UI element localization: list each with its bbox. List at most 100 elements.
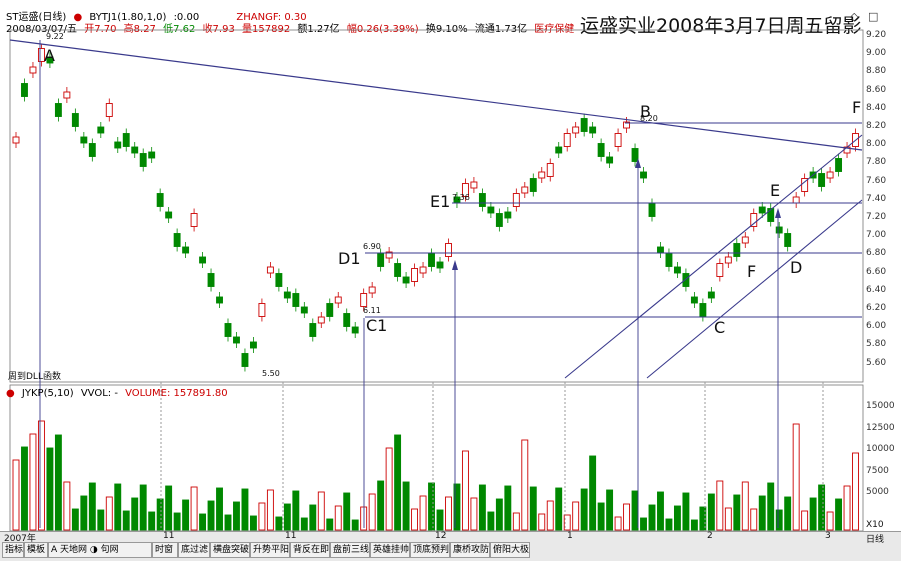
volume-bar	[351, 519, 359, 531]
candle-body	[733, 243, 741, 257]
volume-bar	[292, 490, 300, 531]
volume-bar	[640, 517, 647, 531]
template-tab[interactable]: 盘前三线	[330, 542, 370, 558]
volume-bar	[724, 507, 732, 531]
channel-lower-line	[646, 199, 863, 379]
template-tab[interactable]: 背反在即	[290, 542, 330, 558]
template-tab[interactable]: 顶底预判	[410, 542, 450, 558]
volume-bar	[843, 485, 851, 531]
volume-bar	[546, 500, 554, 531]
volume-bar	[631, 490, 639, 531]
volume-bar	[453, 483, 461, 531]
volume-bar	[12, 459, 20, 531]
expand-icon[interactable]: □	[867, 10, 879, 23]
candle-body	[690, 296, 698, 304]
candle-body	[80, 136, 88, 144]
volume-bar	[809, 497, 817, 531]
volume-bar	[835, 498, 843, 531]
volume-bar	[21, 446, 28, 531]
quote-high: 高8.27	[123, 24, 156, 35]
candle-body	[224, 323, 232, 337]
volume-bar	[46, 447, 54, 531]
price-tick: 7.40	[866, 193, 887, 204]
template-tab[interactable]: 康桥攻防	[450, 542, 490, 558]
volume-bar	[88, 482, 96, 531]
template-tab[interactable]: A 天地网 ◑ 句网	[48, 542, 152, 558]
label-e1: E1	[430, 192, 451, 211]
xlabel-2007: 2007年	[4, 534, 36, 544]
price-tick: 9.00	[866, 48, 887, 59]
volume-bar	[470, 497, 478, 531]
candle-body	[716, 263, 724, 277]
volume-bar	[165, 485, 173, 531]
template-tab[interactable]: 俯阳大极	[490, 542, 530, 558]
candle-body	[88, 143, 96, 157]
candle-body	[114, 141, 122, 149]
quote-close: 收7.93	[202, 24, 235, 35]
volume-bar	[343, 492, 351, 531]
volume-bar	[131, 497, 139, 531]
label-f-upper: F	[852, 98, 862, 117]
volume-bar	[801, 510, 809, 531]
indicator-value: :0.00	[173, 12, 200, 23]
candle-body	[207, 273, 215, 287]
candle-body	[665, 253, 673, 267]
candle-body	[724, 256, 732, 264]
header-line: ST运盛(日线) ● BYTJ1(1.80,1,0) :0.00 ZHANGF:…	[6, 12, 307, 23]
template-tab[interactable]: 升势平阳	[250, 542, 290, 558]
volume-bar	[750, 508, 758, 531]
candle-body	[478, 193, 486, 207]
candle-body	[249, 341, 257, 349]
volume-bar	[436, 509, 444, 531]
price-label-922: 9.22	[46, 32, 64, 41]
volume-bar	[657, 491, 664, 531]
volume-bar	[673, 505, 681, 531]
price-tick: 8.60	[866, 84, 887, 95]
candle-body	[648, 203, 656, 217]
candle-body	[589, 126, 597, 134]
candle-body	[165, 211, 173, 219]
volume-tick: 7500	[866, 465, 889, 476]
template-tab[interactable]: 底过滤	[178, 542, 210, 558]
candle-body	[767, 208, 775, 222]
candle-body	[334, 296, 342, 304]
period-label[interactable]: 日线	[866, 535, 885, 545]
volume-bar	[224, 514, 232, 531]
template-tab[interactable]: 模板	[24, 542, 48, 558]
candle-body	[283, 291, 291, 299]
volume-bar	[555, 487, 563, 531]
candle-body	[182, 246, 190, 254]
volume-tick: 5000	[866, 487, 889, 497]
quote-volume: 量157892	[242, 24, 291, 35]
template-tab[interactable]: 横盘突破	[210, 542, 250, 558]
volume-bar	[122, 510, 130, 531]
candle-body	[377, 253, 385, 267]
price-tick: 5.60	[866, 357, 887, 368]
price-tick: 9.20	[866, 30, 887, 40]
candle-body	[495, 213, 503, 227]
volume-bar	[682, 492, 690, 531]
label-b: B	[640, 102, 651, 121]
volume-bar	[190, 486, 198, 531]
x-multiplier: X10	[866, 520, 884, 530]
candle-body	[300, 306, 308, 314]
xlabel-11: 11	[163, 531, 175, 541]
volume-bar	[258, 502, 266, 531]
candle-body	[614, 133, 622, 147]
volume-bar	[538, 513, 546, 531]
volume-bars	[12, 420, 859, 531]
template-tab[interactable]: 时窗	[152, 542, 178, 558]
template-tab[interactable]: 英雄挂帅	[370, 542, 410, 558]
quote-turnover: 换9.10%	[425, 24, 468, 35]
volume-bar	[563, 514, 571, 531]
candle-body	[606, 156, 614, 164]
volume-bar	[37, 420, 45, 531]
template-tab[interactable]: 指标	[2, 542, 24, 558]
volume-bar	[63, 481, 71, 531]
price-tick: 6.20	[866, 303, 887, 313]
stock-name: ST运盛(日线)	[6, 12, 67, 23]
diamond-icon[interactable]: ◇	[850, 10, 859, 23]
volume-bar	[784, 496, 792, 531]
candle-body	[411, 268, 419, 282]
